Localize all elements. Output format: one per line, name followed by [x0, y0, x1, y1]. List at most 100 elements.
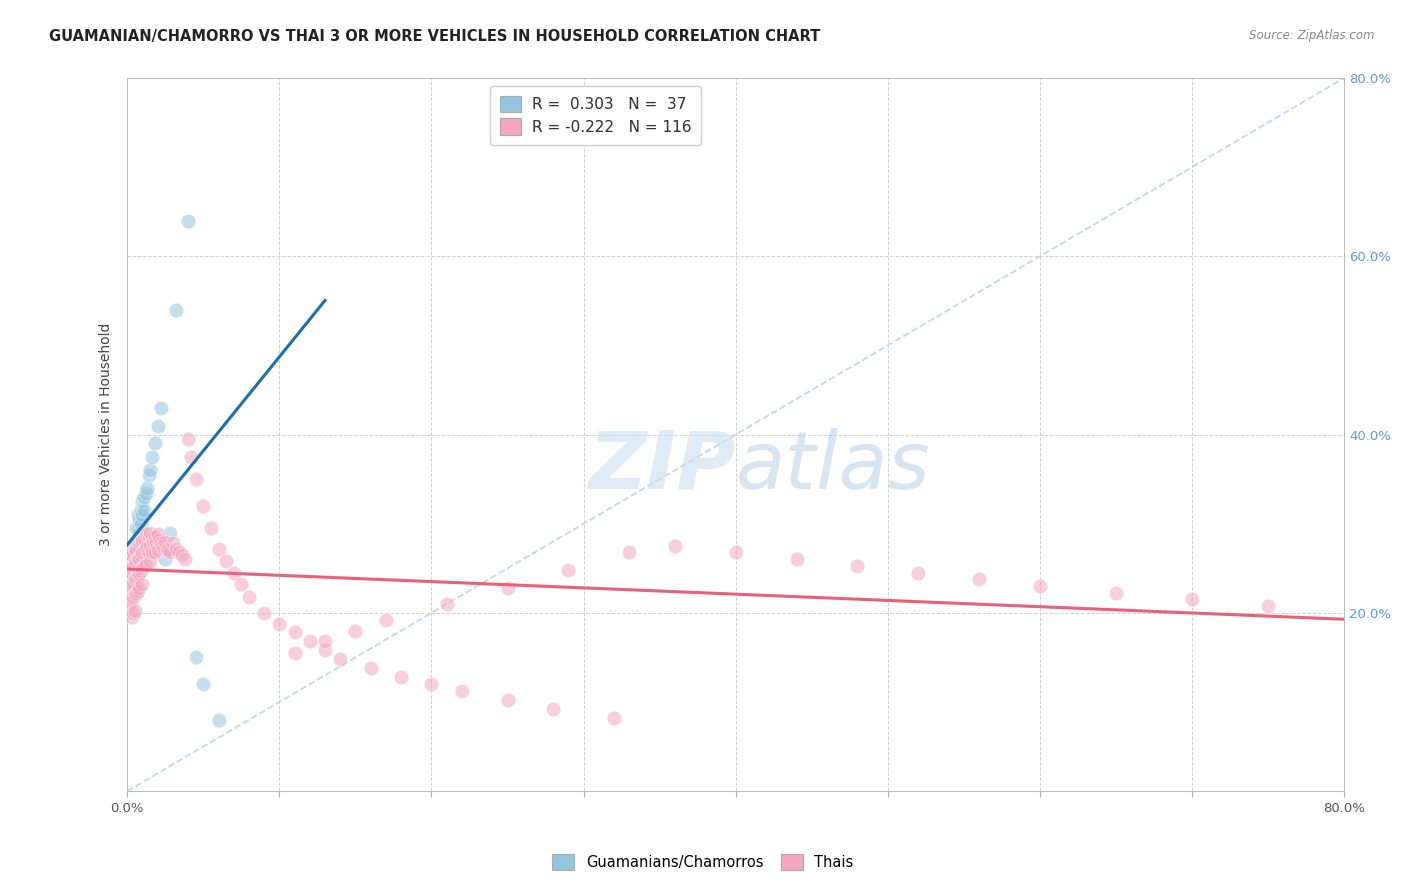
Point — [148, 533, 170, 547]
Point — [118, 579, 141, 593]
Point — [120, 552, 142, 566]
Point — [124, 534, 146, 549]
Point — [125, 541, 148, 556]
Point — [121, 561, 143, 575]
Point — [496, 581, 519, 595]
Point — [142, 534, 165, 549]
Point — [145, 536, 167, 550]
Point — [122, 557, 145, 571]
Point — [184, 472, 207, 486]
Point — [155, 552, 177, 566]
Point — [136, 481, 159, 495]
Point — [120, 581, 142, 595]
Point — [215, 554, 238, 568]
Point — [122, 590, 145, 604]
Point — [134, 485, 156, 500]
Point — [132, 503, 155, 517]
Point — [124, 572, 146, 586]
Point — [141, 530, 163, 544]
Point — [131, 545, 153, 559]
Point — [125, 521, 148, 535]
Point — [159, 525, 181, 540]
Point — [128, 525, 150, 540]
Point — [159, 545, 181, 559]
Point — [120, 597, 142, 611]
Point — [125, 570, 148, 584]
Text: Source: ZipAtlas.com: Source: ZipAtlas.com — [1250, 29, 1375, 42]
Point — [177, 213, 200, 227]
Point — [120, 561, 142, 575]
Point — [157, 543, 180, 558]
Point — [284, 646, 307, 660]
Y-axis label: 3 or more Vehicles in Household: 3 or more Vehicles in Household — [100, 323, 114, 546]
Point — [152, 541, 174, 556]
Point — [496, 693, 519, 707]
Point — [132, 543, 155, 558]
Point — [177, 432, 200, 446]
Point — [1257, 599, 1279, 613]
Point — [314, 634, 336, 648]
Point — [127, 539, 149, 553]
Legend: Guamanians/Chamorros, Thais: Guamanians/Chamorros, Thais — [547, 848, 859, 876]
Point — [128, 581, 150, 595]
Point — [129, 534, 152, 549]
Point — [149, 536, 172, 550]
Point — [131, 494, 153, 508]
Point — [138, 529, 160, 543]
Point — [118, 561, 141, 575]
Point — [139, 554, 162, 568]
Point — [180, 450, 202, 464]
Point — [131, 508, 153, 522]
Point — [128, 566, 150, 580]
Point — [1029, 579, 1052, 593]
Text: GUAMANIAN/CHAMORRO VS THAI 3 OR MORE VEHICLES IN HOUSEHOLD CORRELATION CHART: GUAMANIAN/CHAMORRO VS THAI 3 OR MORE VEH… — [49, 29, 821, 44]
Point — [193, 677, 215, 691]
Point — [124, 604, 146, 618]
Point — [146, 527, 169, 541]
Point — [451, 684, 474, 698]
Point — [121, 570, 143, 584]
Point — [127, 508, 149, 522]
Point — [436, 597, 458, 611]
Point — [134, 529, 156, 543]
Point — [724, 545, 747, 559]
Point — [128, 512, 150, 526]
Point — [141, 450, 163, 464]
Point — [127, 530, 149, 544]
Legend: R =  0.303   N =  37, R = -0.222   N = 116: R = 0.303 N = 37, R = -0.222 N = 116 — [491, 86, 702, 145]
Point — [967, 572, 990, 586]
Point — [329, 652, 352, 666]
Point — [129, 564, 152, 578]
Point — [125, 534, 148, 549]
Point — [231, 577, 253, 591]
Point — [146, 543, 169, 558]
Point — [1181, 592, 1204, 607]
Point — [118, 597, 141, 611]
Point — [269, 616, 291, 631]
Point — [129, 516, 152, 531]
Point — [389, 670, 412, 684]
Point — [121, 552, 143, 566]
Point — [162, 536, 184, 550]
Point — [136, 527, 159, 541]
Point — [184, 650, 207, 665]
Point — [127, 521, 149, 535]
Point — [1105, 586, 1128, 600]
Point — [125, 543, 148, 558]
Point — [314, 643, 336, 657]
Point — [557, 563, 579, 577]
Point — [222, 566, 245, 580]
Point — [122, 543, 145, 558]
Point — [121, 548, 143, 562]
Point — [120, 566, 142, 580]
Point — [167, 545, 190, 559]
Point — [122, 559, 145, 574]
Point — [132, 531, 155, 545]
Point — [344, 624, 367, 638]
Point — [664, 539, 686, 553]
Point — [200, 521, 222, 535]
Text: atlas: atlas — [735, 427, 931, 506]
Point — [132, 559, 155, 574]
Point — [124, 543, 146, 558]
Point — [138, 467, 160, 482]
